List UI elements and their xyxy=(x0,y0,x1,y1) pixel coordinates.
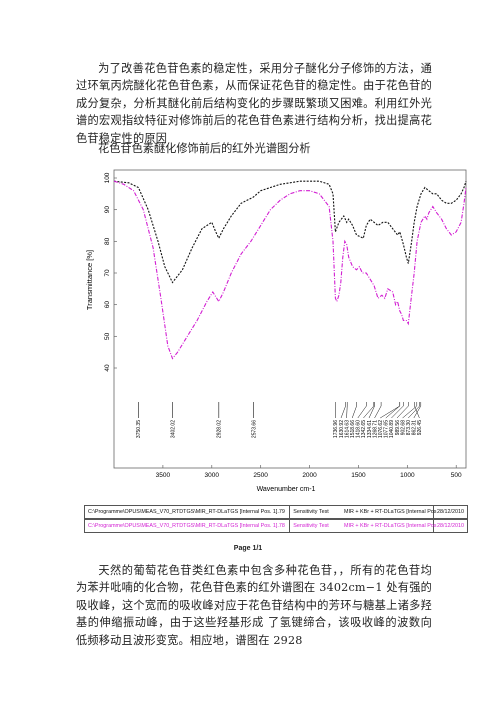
x-tick-label: 500 xyxy=(451,472,462,479)
y-tick-label: 80 xyxy=(104,237,111,245)
peak-tick xyxy=(357,402,367,419)
peak-label: 862.31 xyxy=(412,420,418,436)
intro-paragraph: 为了改善花色苷色素的稳定性，采用分子醚化分子修饰的方法，通过环氧丙烷醚化花色苷色… xyxy=(76,62,432,145)
peak-tick xyxy=(380,402,401,419)
x-tick-label: 1000 xyxy=(400,472,415,479)
legend-date-2: 28/12/2010 xyxy=(437,523,464,529)
peak-label: 2573.66 xyxy=(251,420,257,438)
x-tick-label: 3500 xyxy=(156,472,171,479)
y-axis-label: Transmittance [%] xyxy=(85,250,94,310)
legend-mode-2: Sensitivity Test xyxy=(293,523,329,529)
peak-tick xyxy=(402,402,418,419)
chart-svg: 40 50 60 70 80 90 100 3500 3000 2500 2000 1500 1000… xyxy=(85,169,467,493)
peak-label: 1630.92 xyxy=(339,420,345,438)
peak-label: 873.30 xyxy=(406,420,412,436)
plot-frame xyxy=(113,169,467,469)
y-tick-label: 90 xyxy=(104,206,111,214)
x-tick-label: 3000 xyxy=(205,472,220,479)
peak-tick xyxy=(408,402,420,419)
legend-method-2: MIR + KBr + RT-DLaTGS [Internal Pos xyxy=(344,523,437,529)
peak-label: 989.56 xyxy=(395,420,401,436)
x-axis-label: Wavenumber cm-1 xyxy=(257,486,316,493)
peak-label: 3402.02 xyxy=(170,420,176,438)
peak-label: 1334.61 xyxy=(367,420,373,438)
peak-label: 1614.63 xyxy=(344,420,350,438)
y-tick-label: 40 xyxy=(104,364,111,372)
peak-label: 1077.65 xyxy=(384,420,390,438)
peak-label: 902.68 xyxy=(400,420,406,436)
ir-spectrum-chart: 40 50 60 70 80 90 100 3500 3000 2500 2000 1500 1000… xyxy=(78,160,470,496)
peak-label: 1076.62 xyxy=(378,420,384,438)
x-tick-label: 2000 xyxy=(302,472,317,479)
peak-tick xyxy=(363,402,375,419)
y-tick-label: 60 xyxy=(104,301,111,309)
peak-label: 1518.66 xyxy=(350,420,356,438)
legend-row-1: C:\Programme\OPUS\MEAS_V70_RTDTGS\MIR_RT… xyxy=(84,505,468,519)
peak-label: 1736.96 xyxy=(333,420,339,438)
peak-label: 2928.02 xyxy=(217,420,223,438)
peak-label: 1342.65 xyxy=(361,420,367,438)
peak-tick xyxy=(391,402,404,419)
y-tick-label: 50 xyxy=(104,332,111,340)
page-number: Page 1/1 xyxy=(233,545,263,552)
peak-tick xyxy=(414,402,420,419)
peak-tick xyxy=(385,402,400,419)
peak-label: 1040.89 xyxy=(389,420,395,438)
y-tick-label: 70 xyxy=(104,269,111,277)
peak-tick xyxy=(340,402,346,419)
x-tick-label: 1500 xyxy=(351,472,366,479)
peak-tick xyxy=(368,402,375,419)
x-tick-label: 2500 xyxy=(253,472,268,479)
peak-tick xyxy=(413,402,422,419)
body-paragraph: 天然的葡萄花色苷类红色素中包含多种花色苷，，所有的花色苷均为苯并吡喃的化合物，花… xyxy=(76,564,432,647)
peak-label: 3750.35 xyxy=(136,420,142,438)
figure-heading: 花色苷色素醚化修饰前后的红外光谱图分析 xyxy=(98,142,311,155)
legend-path-1: C:\Programme\OPUS\MEAS_V70_RTDTGS\MIR_RT… xyxy=(88,509,285,515)
legend-row-2: C:\Programme\OPUS\MEAS_V70_RTDTGS\MIR_RT… xyxy=(84,519,468,533)
series-line-1 xyxy=(113,180,467,284)
legend-path-2: C:\Programme\OPUS\MEAS_V70_RTDTGS\MIR_RT… xyxy=(88,523,285,529)
peak-tick xyxy=(374,402,382,419)
legend-date-1: 28/12/2010 xyxy=(437,509,464,515)
peak-label: 1268.71 xyxy=(372,420,378,438)
peak-tick xyxy=(351,402,357,419)
peak-tick xyxy=(346,402,348,419)
peak-label: 1418.60 xyxy=(356,420,362,438)
legend-mode-1: Sensitivity Test xyxy=(293,509,329,515)
y-tick-label: 100 xyxy=(104,172,111,183)
legend-method-1: MIR + KBr + RT-DLaTGS [Internal Pos xyxy=(344,509,437,515)
peak-tick xyxy=(396,402,409,419)
series-line-2 xyxy=(113,180,467,360)
peak-label: 926.45 xyxy=(417,420,423,436)
